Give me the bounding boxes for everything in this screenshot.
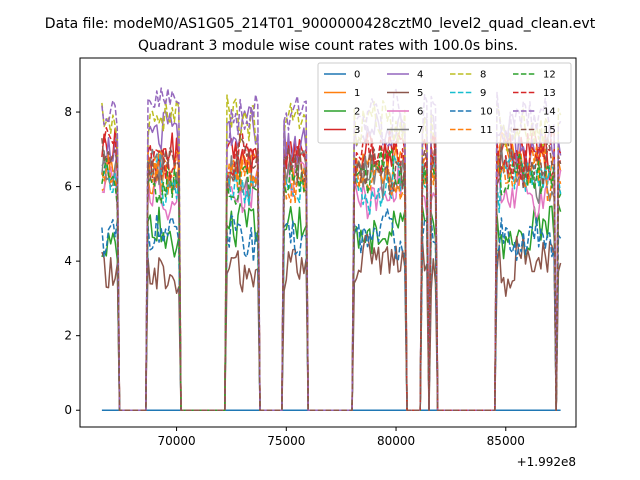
legend-label-7: 7 xyxy=(417,125,423,136)
y-tick-label: 6 xyxy=(64,180,72,194)
series-line-15 xyxy=(101,135,562,411)
y-tick-label: 8 xyxy=(64,105,72,119)
chart-title: Quadrant 3 module wise count rates with … xyxy=(138,38,518,54)
legend-label-4: 4 xyxy=(417,70,423,81)
legend-label-1: 1 xyxy=(354,88,360,99)
legend-label-13: 13 xyxy=(543,88,556,99)
x-tick-label: 80000 xyxy=(377,434,415,448)
x-tick-label: 75000 xyxy=(267,434,305,448)
legend-label-15: 15 xyxy=(543,125,556,136)
legend-box xyxy=(317,62,572,144)
plot-frame xyxy=(79,57,577,428)
legend-label-10: 10 xyxy=(480,107,493,118)
legend-label-9: 9 xyxy=(480,88,486,99)
series-layer xyxy=(101,87,562,411)
figure-suptitle: Data file: modeM0/AS1G05_214T01_90000004… xyxy=(45,16,596,32)
x-axis: 70000 75000 80000 85000 xyxy=(157,427,525,448)
legend-label-6: 6 xyxy=(417,107,423,118)
x-tick-label: 70000 xyxy=(157,434,195,448)
legend-label-5: 5 xyxy=(417,88,423,99)
y-axis: 0 2 4 6 8 xyxy=(64,105,80,417)
y-tick-label: 4 xyxy=(64,254,72,268)
legend-label-14: 14 xyxy=(543,107,556,118)
y-tick-label: 0 xyxy=(64,403,72,417)
legend-label-2: 2 xyxy=(354,107,360,118)
legend-label-8: 8 xyxy=(480,70,486,81)
y-tick-label: 2 xyxy=(64,329,72,343)
legend-label-3: 3 xyxy=(354,125,360,136)
x-offset-label: +1.992e8 xyxy=(517,455,576,469)
series-line-14 xyxy=(101,87,562,411)
x-tick-label: 85000 xyxy=(487,434,525,448)
legend-label-0: 0 xyxy=(354,70,360,81)
legend-label-11: 11 xyxy=(480,125,493,136)
legend-label-12: 12 xyxy=(543,70,556,81)
